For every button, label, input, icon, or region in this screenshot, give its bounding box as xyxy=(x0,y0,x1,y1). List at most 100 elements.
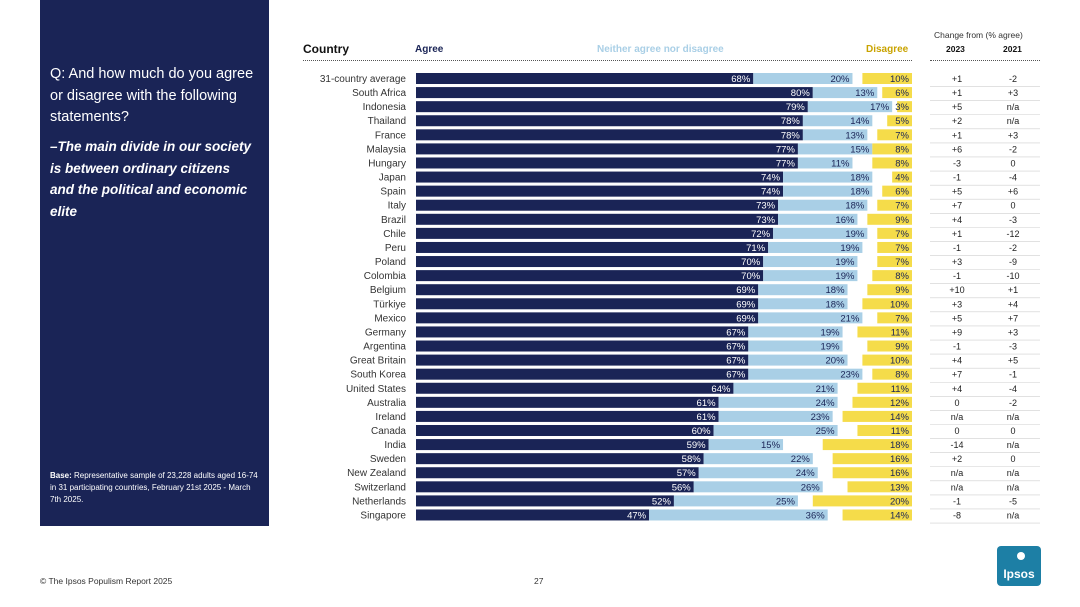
data-label-agree: 61% xyxy=(697,412,717,423)
bar-disagree xyxy=(857,326,912,338)
change-2023-value: +1 xyxy=(952,130,962,140)
change-2021-value: 0 xyxy=(1010,158,1015,168)
data-label-disagree: 11% xyxy=(891,327,910,338)
data-label-agree: 59% xyxy=(687,440,707,451)
change-2021-value: -2 xyxy=(1009,398,1017,408)
bar-agree xyxy=(416,73,754,84)
data-label-neither: 20% xyxy=(826,356,846,367)
bar-disagree xyxy=(812,495,912,507)
country-label: Hungary xyxy=(368,158,406,169)
change-2021-value: n/a xyxy=(1007,116,1020,126)
change-2023-value: +9 xyxy=(952,327,962,337)
country-label: Great Britain xyxy=(350,356,406,367)
bar-disagree xyxy=(877,227,912,239)
bar-neither xyxy=(763,256,858,268)
data-label-agree: 78% xyxy=(781,130,801,141)
data-label-neither: 21% xyxy=(816,384,836,395)
data-label-neither: 26% xyxy=(801,482,821,493)
data-label-neither: 19% xyxy=(821,327,841,338)
change-2023-value: 0 xyxy=(954,398,959,408)
bar-neither xyxy=(773,227,868,239)
logo-dot-icon xyxy=(1017,552,1025,560)
data-label-neither: 20% xyxy=(830,74,850,85)
bar-neither xyxy=(649,509,828,521)
bar-neither xyxy=(802,115,873,127)
bar-neither xyxy=(758,312,863,324)
bar-agree xyxy=(416,453,704,465)
bar-agree xyxy=(416,340,749,352)
bar-agree xyxy=(416,410,719,422)
bar-disagree xyxy=(862,354,912,366)
bar-disagree xyxy=(877,129,912,141)
bar-agree xyxy=(416,481,694,493)
data-label-disagree: 6% xyxy=(895,88,909,99)
statement-text: –The main divide in our society is betwe… xyxy=(50,139,252,219)
bar-agree xyxy=(416,199,779,211)
change-2023-value: +2 xyxy=(952,454,962,464)
question-text: Q: And how much do you agree or disagree… xyxy=(50,66,254,125)
bar-neither xyxy=(783,171,873,183)
bar-agree xyxy=(416,509,650,521)
country-label: Peru xyxy=(385,243,406,254)
legend-agree: Agree xyxy=(415,44,444,55)
country-label: Belgium xyxy=(370,285,406,296)
bar-neither xyxy=(718,396,838,408)
bar-neither xyxy=(778,199,868,211)
data-label-disagree: 8% xyxy=(895,271,909,282)
data-label-disagree: 16% xyxy=(890,468,910,479)
bar-agree xyxy=(416,143,798,155)
bar-disagree xyxy=(842,410,912,422)
change-2021-value: 0 xyxy=(1010,201,1015,211)
data-label-disagree: 18% xyxy=(890,440,910,451)
country-label: Spain xyxy=(380,187,406,198)
data-label-neither: 11% xyxy=(831,158,850,169)
change-2023-value: -1 xyxy=(953,243,961,253)
country-label: Ireland xyxy=(375,412,406,423)
data-label-agree: 58% xyxy=(682,454,702,465)
bar-neither xyxy=(708,439,784,451)
data-label-disagree: 7% xyxy=(895,313,909,324)
bar-neither xyxy=(807,101,893,113)
change-2021-value: -4 xyxy=(1009,384,1017,394)
data-label-disagree: 8% xyxy=(895,370,909,381)
bar-agree xyxy=(416,396,719,408)
country-label: Japan xyxy=(379,173,406,184)
data-label-disagree: 9% xyxy=(895,342,909,353)
change-2021-value: n/a xyxy=(1007,412,1020,422)
change-2021-value: +5 xyxy=(1008,356,1018,366)
bar-disagree xyxy=(867,284,912,296)
country-label: Brazil xyxy=(381,215,406,226)
bar-disagree xyxy=(867,213,912,225)
question-panel: Q: And how much do you agree or disagree… xyxy=(40,0,269,526)
bar-agree xyxy=(416,241,769,253)
bar-disagree xyxy=(877,241,912,253)
data-label-agree: 47% xyxy=(627,510,647,521)
data-label-agree: 57% xyxy=(677,468,697,479)
header-2021: 2021 xyxy=(1003,44,1022,54)
data-label-disagree: 14% xyxy=(890,412,910,423)
bar-neither xyxy=(718,410,833,422)
country-label: Switzerland xyxy=(354,482,406,493)
change-2023-value: -1 xyxy=(953,173,961,183)
data-label-disagree: 11% xyxy=(891,426,910,437)
country-label: Germany xyxy=(365,327,406,338)
bar-neither xyxy=(783,185,873,197)
country-label: Indonesia xyxy=(363,102,407,113)
bar-disagree xyxy=(857,382,912,394)
bar-neither xyxy=(797,143,873,155)
change-2023-value: +5 xyxy=(952,187,962,197)
data-label-disagree: 10% xyxy=(890,74,910,85)
change-2023-value: -1 xyxy=(953,496,961,506)
base-text: Representative sample of 23,228 adults a… xyxy=(50,471,258,504)
data-label-agree: 80% xyxy=(791,88,811,99)
data-label-neither: 22% xyxy=(791,454,811,465)
change-2021-value: +7 xyxy=(1008,313,1018,323)
country-label: Italy xyxy=(388,201,406,212)
change-2021-value: +3 xyxy=(1008,327,1018,337)
bar-agree xyxy=(416,326,749,338)
change-2023-value: n/a xyxy=(951,468,964,478)
bar-neither xyxy=(703,453,813,465)
data-label-neither: 36% xyxy=(806,510,826,521)
data-label-disagree: 8% xyxy=(895,144,909,155)
bar-agree xyxy=(416,354,749,366)
